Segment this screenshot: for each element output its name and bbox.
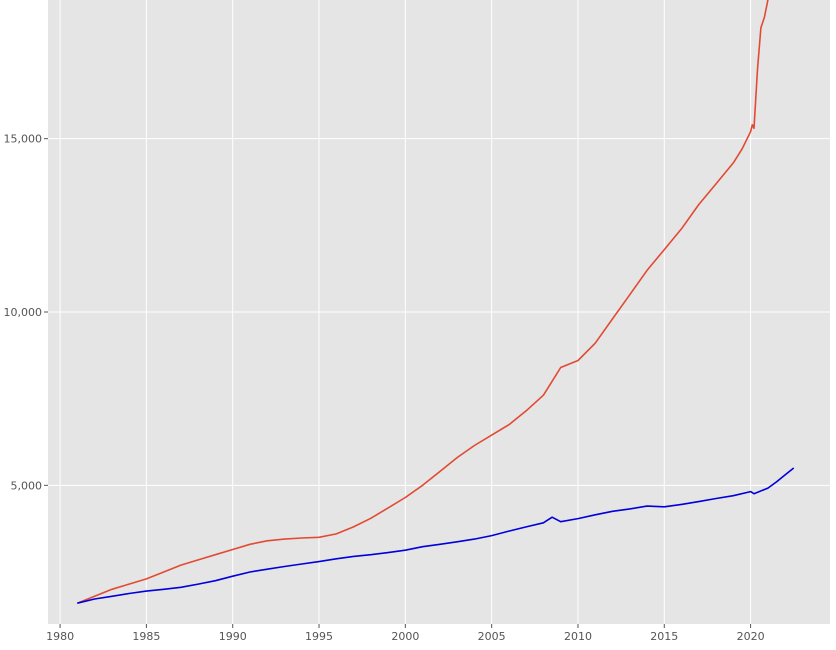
y-tick-label: 5,000: [11, 479, 43, 492]
x-tick-label: 2020: [737, 630, 765, 643]
x-tick-label: 1985: [132, 630, 160, 643]
x-tick-label: 1990: [219, 630, 247, 643]
series-lines: [77, 0, 795, 604]
x-tick-label: 2010: [564, 630, 592, 643]
x-tick-label: 2000: [391, 630, 419, 643]
x-axis-ticks: 1980 1985 1990 1995 2000 2005 2010 2015 2020: [46, 624, 765, 643]
y-tick-label: 15,000: [4, 133, 43, 146]
grid-lines: [48, 0, 830, 624]
x-tick-label: 1980: [46, 630, 74, 643]
x-tick-label: 1995: [305, 630, 333, 643]
series-line-1: [77, 0, 769, 604]
y-tick-label: 10,000: [4, 306, 43, 319]
y-axis-ticks: 5,000 10,000 15,000: [4, 133, 48, 492]
x-tick-label: 2015: [650, 630, 678, 643]
x-tick-label: 2005: [478, 630, 506, 643]
series-line-2: [77, 467, 795, 604]
